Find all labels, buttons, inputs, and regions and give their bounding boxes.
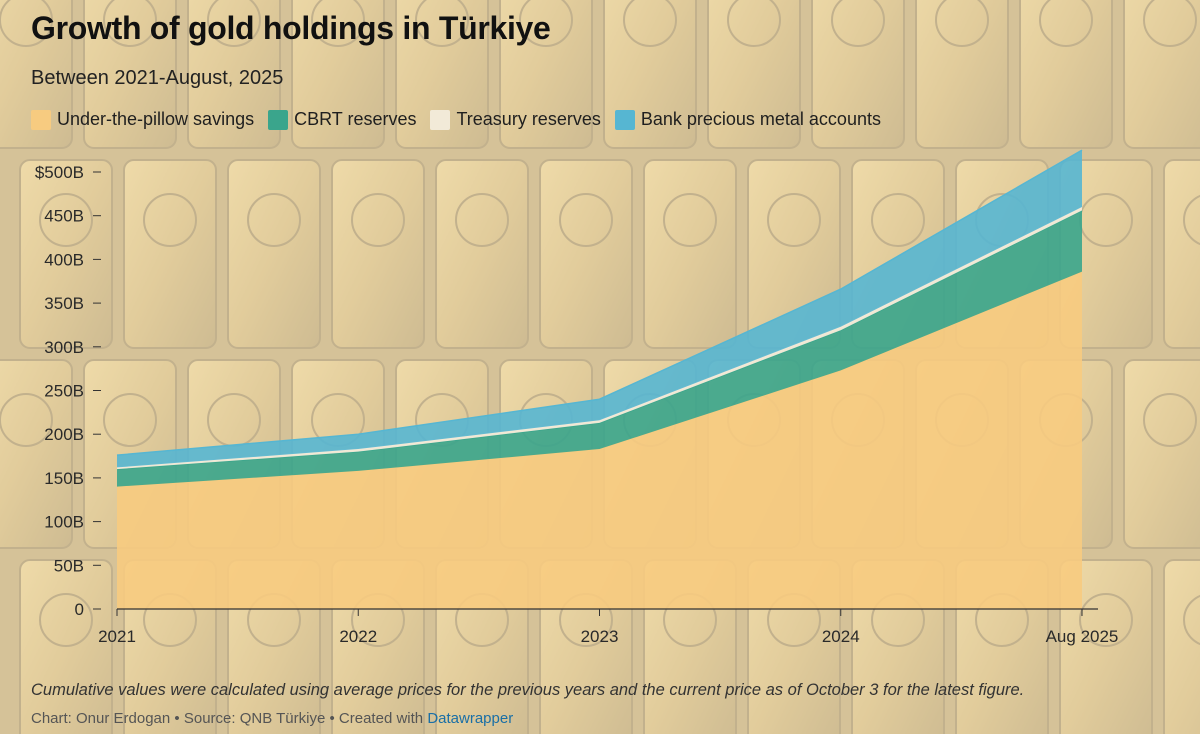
legend-item-under-the-pillow: Under-the-pillow savings — [31, 109, 254, 130]
x-tick-label: 2022 — [339, 627, 377, 646]
chart-notes: Cumulative values were calculated using … — [31, 681, 1025, 699]
y-tick-label: 300B — [44, 338, 84, 357]
y-tick-label: 250B — [44, 382, 84, 401]
legend-swatch-bank-accounts — [614, 109, 635, 130]
x-tick-label: Aug 2025 — [1046, 627, 1119, 646]
legend-item-treasury: Treasury reserves — [430, 109, 601, 130]
legend-label-bank-accounts: Bank precious metal accounts — [640, 109, 881, 129]
area-edge-bank-precious-metal-accounts — [116, 149, 1083, 456]
legend-swatch-treasury — [430, 109, 451, 130]
area-bank-precious-metal-accounts — [117, 150, 1082, 468]
area-under-the-pillow-savings — [117, 271, 1082, 609]
y-tick-label: 400B — [44, 250, 84, 269]
legend: Under-the-pillow savings CBRT reserves T… — [31, 109, 895, 130]
y-tick-label: 100B — [44, 513, 84, 532]
x-tick-label: 2024 — [822, 627, 860, 646]
x-tick-label: 2023 — [581, 627, 619, 646]
footer-separator: • — [329, 710, 335, 727]
y-tick-label: 0 — [75, 600, 84, 619]
footer-source: Source: QNB Türkiye — [183, 710, 326, 727]
x-tick-label: 2021 — [98, 627, 136, 646]
y-tick-label: 450B — [44, 207, 84, 226]
y-tick-label: 50B — [54, 556, 84, 575]
legend-label-cbrt: CBRT reserves — [294, 109, 417, 129]
legend-swatch-under-the-pillow — [31, 109, 51, 130]
footer-author: Chart: Onur Erdogan — [31, 710, 171, 727]
footer-created-with: Created with — [338, 710, 424, 727]
footer-separator: • — [174, 710, 180, 727]
chart-title: Growth of gold holdings in Türkiye — [31, 10, 551, 46]
legend-item-bank-accounts: Bank precious metal accounts — [614, 109, 881, 130]
area-cbrt-reserves — [117, 210, 1082, 487]
y-tick-label: $500B — [35, 163, 84, 182]
chart-footer: Chart: Onur Erdogan • Source: QNB Türkiy… — [31, 710, 513, 727]
legend-label-under-the-pillow: Under-the-pillow savings — [57, 109, 255, 129]
legend-label-treasury: Treasury reserves — [456, 109, 601, 129]
legend-swatch-cbrt — [268, 109, 289, 130]
y-tick-label: 150B — [44, 469, 84, 488]
datawrapper-link[interactable]: Datawrapper — [427, 710, 514, 727]
legend-item-cbrt: CBRT reserves — [268, 109, 416, 130]
y-tick-label: 350B — [44, 294, 84, 313]
chart-subtitle: Between 2021-August, 2025 — [31, 67, 284, 89]
y-tick-label: 200B — [44, 425, 84, 444]
